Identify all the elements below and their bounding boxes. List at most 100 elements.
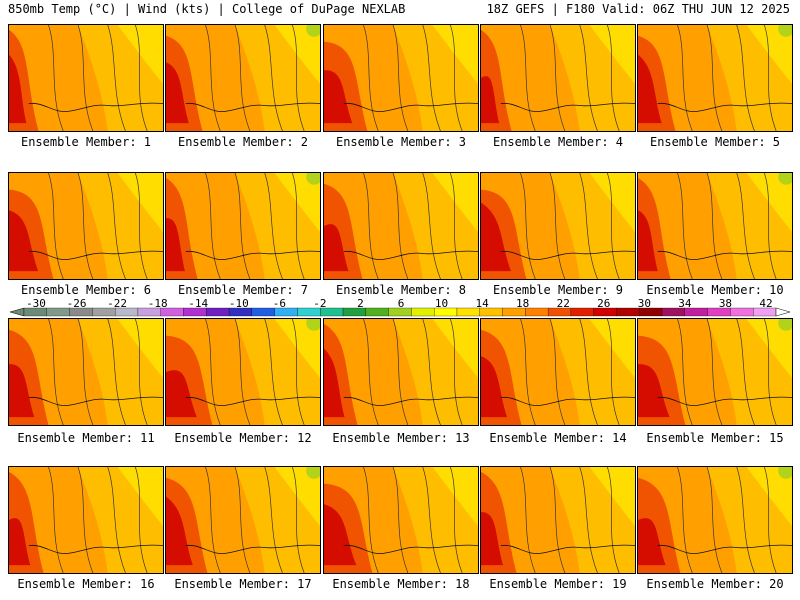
temperature-map [324, 25, 478, 131]
isotherm-contour [264, 467, 283, 573]
isotherm-contour [677, 25, 693, 131]
isotherm-contour [48, 467, 64, 573]
isotherm-contour [205, 173, 221, 279]
very-hot-field [9, 54, 27, 124]
isotherm-contour [135, 25, 148, 131]
ensemble-panel [637, 466, 793, 574]
isotherm-contour [234, 467, 251, 573]
temperature-map [9, 25, 163, 131]
very-hot-field [324, 504, 357, 566]
coastline [185, 250, 320, 260]
coastline [343, 544, 478, 554]
isotherm-contour [422, 25, 441, 131]
colorbar-tick-label: -26 [66, 297, 87, 310]
very-hot-field [638, 54, 662, 124]
cool-spot [778, 173, 792, 185]
isotherm-contour [450, 467, 463, 573]
ensemble-panel [480, 466, 636, 574]
isotherm-contour [107, 319, 126, 425]
isotherm-contour [736, 467, 755, 573]
isotherm-contour [549, 25, 566, 131]
ensemble-member-label: Ensemble Member: 7 [177, 283, 309, 297]
isotherm-contour [77, 319, 94, 425]
colorbar-swatch [365, 307, 389, 317]
ensemble-member-label: Ensemble Member: 6 [20, 283, 152, 297]
isotherm-contour [292, 173, 305, 279]
isotherm-contour [450, 319, 463, 425]
colorbar-tick-label: -6 [272, 297, 286, 310]
temperature-map [481, 319, 635, 425]
isotherm-contour [677, 173, 693, 279]
isotherm-contour [107, 467, 126, 573]
coastline [500, 544, 635, 554]
very-hot-field [481, 76, 500, 124]
ensemble-panel [323, 172, 479, 280]
isotherm-contour [107, 25, 126, 131]
cool-spot [778, 319, 792, 331]
isotherm-contour [736, 173, 755, 279]
isotherm-contour [363, 25, 379, 131]
ensemble-member-label: Ensemble Member: 16 [17, 577, 155, 591]
colorbar-swatch [616, 307, 640, 317]
ensemble-panel [165, 24, 321, 132]
isotherm-contour [520, 467, 536, 573]
isotherm-contour [135, 173, 148, 279]
isotherm-contour [234, 173, 251, 279]
temperature-map [481, 467, 635, 573]
colorbar-swatch [251, 307, 275, 317]
isotherm-contour [579, 173, 598, 279]
coastline [28, 396, 163, 406]
ensemble-member-label: Ensemble Member: 20 [646, 577, 784, 591]
ensemble-member-label: Ensemble Member: 5 [649, 135, 781, 149]
temperature-map [9, 467, 163, 573]
isotherm-contour [764, 467, 777, 573]
ensemble-panel [637, 24, 793, 132]
ensemble-panel [165, 466, 321, 574]
temperature-map [9, 319, 163, 425]
coastline [185, 544, 320, 554]
colorbar-swatch [570, 307, 594, 317]
temperature-map [638, 25, 792, 131]
ensemble-member-label: Ensemble Member: 12 [174, 431, 312, 445]
coastline [657, 102, 792, 112]
isotherm-contour [292, 467, 305, 573]
temperature-map [638, 467, 792, 573]
isotherm-contour [205, 25, 221, 131]
very-hot-field [481, 512, 504, 566]
isotherm-contour [48, 25, 64, 131]
ensemble-panel [323, 24, 479, 132]
isotherm-contour [77, 173, 94, 279]
isotherm-contour [706, 319, 723, 425]
isotherm-contour [363, 173, 379, 279]
isotherm-contour [549, 173, 566, 279]
colorbar-tick-label: 42 [759, 297, 773, 310]
isotherm-contour [520, 319, 536, 425]
coastline [657, 250, 792, 260]
isotherm-contour [706, 25, 723, 131]
ensemble-member-label: Ensemble Member: 8 [335, 283, 467, 297]
ensemble-panel [323, 466, 479, 574]
cool-spot [306, 319, 320, 331]
temperature-map [638, 319, 792, 425]
colorbar-swatch [206, 307, 230, 317]
isotherm-contour [392, 319, 409, 425]
coastline [28, 250, 163, 260]
ensemble-member-label: Ensemble Member: 13 [332, 431, 470, 445]
ensemble-member-label: Ensemble Member: 1 [20, 135, 152, 149]
colorbar-tick-label: -10 [228, 297, 249, 310]
mild-field [589, 319, 635, 378]
very-hot-field [166, 218, 185, 272]
mild-field [589, 467, 635, 526]
very-hot-field [638, 518, 666, 566]
ensemble-panel [637, 318, 793, 426]
isotherm-contour [607, 467, 620, 573]
ensemble-panel [480, 172, 636, 280]
temperature-map [166, 467, 320, 573]
isotherm-contour [363, 319, 379, 425]
cool-spot [306, 173, 320, 185]
isotherm-contour [135, 319, 148, 425]
colorbar-right-arrow [775, 307, 791, 317]
very-hot-field [9, 518, 31, 566]
isotherm-contour [107, 173, 126, 279]
colorbar-left-arrow [9, 307, 25, 317]
